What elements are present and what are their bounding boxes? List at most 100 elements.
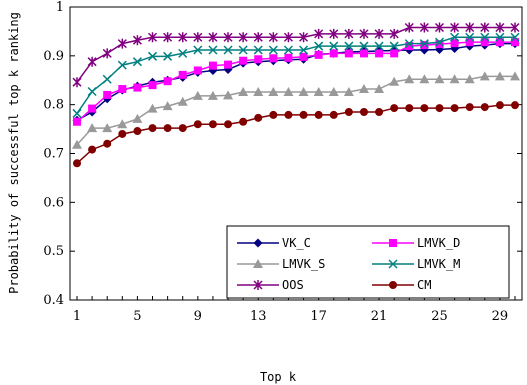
data-point <box>511 38 519 47</box>
data-point <box>103 139 112 148</box>
x-tick-label: 17 <box>310 309 327 324</box>
data-point <box>103 90 112 99</box>
data-point <box>374 41 384 51</box>
x-tick-label: 1 <box>73 309 81 324</box>
data-point <box>102 74 112 84</box>
data-point <box>73 159 81 168</box>
data-point <box>314 28 324 39</box>
data-point <box>193 120 202 129</box>
data-point <box>328 86 339 96</box>
x-tick-label: 5 <box>133 309 141 324</box>
data-point <box>511 101 519 110</box>
data-point <box>495 22 505 33</box>
data-point <box>510 32 520 42</box>
data-point <box>419 74 430 84</box>
legend-swatch-marker <box>388 259 398 269</box>
data-point <box>163 51 173 61</box>
data-point <box>419 22 429 33</box>
data-point <box>223 90 234 100</box>
y-tick-label: 0.8 <box>43 98 64 113</box>
data-point <box>480 103 489 112</box>
data-point <box>147 103 158 113</box>
data-point <box>494 71 505 81</box>
data-point <box>117 119 128 129</box>
series-line <box>76 26 515 83</box>
legend-label: VK_C <box>282 236 311 250</box>
data-point <box>133 83 142 92</box>
legend-swatch-marker <box>389 239 397 247</box>
data-point <box>389 41 399 51</box>
data-point <box>148 124 157 133</box>
x-tick-label: 29 <box>492 309 509 324</box>
data-point <box>178 32 188 43</box>
data-point <box>163 32 173 43</box>
data-point <box>495 38 504 47</box>
data-point <box>208 45 218 55</box>
data-point <box>329 49 338 58</box>
data-point <box>147 51 158 61</box>
legend-swatch-marker <box>253 280 263 290</box>
y-axis: 0.4 0.5 0.6 0.7 0.8 0.9 1 <box>43 0 522 308</box>
legend-label: CM <box>417 278 431 292</box>
data-point <box>495 32 505 42</box>
data-point <box>449 74 460 84</box>
data-point <box>375 49 384 58</box>
legend-label: OOS <box>282 278 304 292</box>
data-point <box>510 71 520 81</box>
y-tick-label: 0.7 <box>43 147 64 162</box>
data-point <box>132 113 143 123</box>
data-point <box>178 70 187 79</box>
data-point <box>314 41 324 51</box>
data-point <box>389 76 400 86</box>
series-layer <box>72 22 520 168</box>
data-point <box>419 39 429 49</box>
data-point <box>283 45 293 55</box>
y-tick-label: 1 <box>56 0 64 15</box>
data-point <box>163 77 172 86</box>
data-point <box>329 41 339 51</box>
legend-box <box>226 225 510 299</box>
data-point <box>117 60 127 70</box>
data-point <box>495 101 504 110</box>
data-point <box>343 86 354 96</box>
legend-label: LMVK_S <box>282 257 325 271</box>
data-point <box>359 49 368 58</box>
data-point <box>344 41 354 51</box>
x-axis-title: Top k <box>260 370 297 384</box>
legend-label: LMVK_D <box>417 236 460 250</box>
data-point <box>434 74 445 84</box>
data-point <box>405 42 414 51</box>
data-point <box>178 48 188 58</box>
data-point <box>299 45 309 55</box>
data-point <box>148 81 157 90</box>
y-tick-label: 0.9 <box>43 49 64 64</box>
data-point <box>299 110 308 119</box>
data-point <box>420 41 429 50</box>
data-point <box>253 86 264 96</box>
data-point <box>465 103 474 112</box>
data-point <box>465 38 474 47</box>
series-lmvk-s <box>72 71 520 149</box>
series-oos <box>72 22 520 88</box>
data-point <box>358 84 369 94</box>
data-point <box>162 101 173 111</box>
data-point <box>73 117 81 126</box>
data-point <box>132 35 142 46</box>
data-point <box>375 107 384 116</box>
data-point <box>284 110 293 119</box>
data-point <box>510 22 520 33</box>
data-point <box>88 104 97 113</box>
series-line <box>76 36 515 114</box>
data-point <box>359 107 368 116</box>
data-point <box>238 86 249 96</box>
data-point <box>404 22 414 33</box>
legend-swatch-marker <box>253 259 263 268</box>
data-point <box>374 28 384 39</box>
x-tick-label: 9 <box>194 309 202 324</box>
data-point <box>223 32 233 43</box>
data-point <box>238 32 248 43</box>
x-axis: 1 5 9 13 17 21 25 29 <box>73 296 516 324</box>
data-point <box>223 45 233 55</box>
